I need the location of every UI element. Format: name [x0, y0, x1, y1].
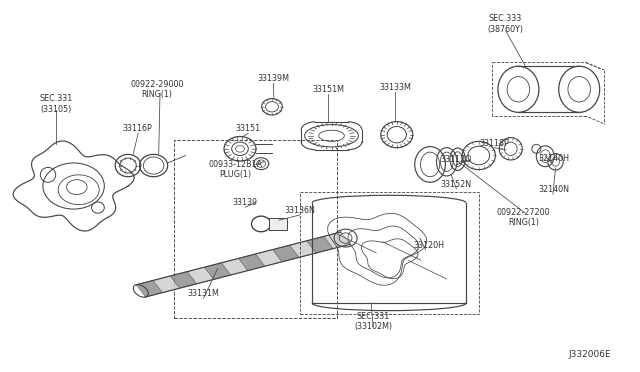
- Text: 33139M: 33139M: [257, 74, 289, 83]
- Text: SEC.331
(33102M): SEC.331 (33102M): [354, 312, 392, 331]
- Text: 33112O: 33112O: [440, 155, 472, 164]
- Text: 33118P: 33118P: [479, 139, 509, 148]
- Polygon shape: [273, 245, 299, 262]
- Polygon shape: [221, 259, 248, 275]
- Bar: [300, 192, 479, 314]
- Polygon shape: [290, 241, 316, 257]
- Text: 33152N: 33152N: [441, 180, 472, 189]
- Text: 00933-12B1A
PLUG(1): 00933-12B1A PLUG(1): [209, 160, 262, 179]
- Bar: [174, 140, 337, 318]
- Polygon shape: [136, 280, 163, 297]
- Text: 33136N: 33136N: [284, 206, 315, 215]
- Polygon shape: [239, 254, 265, 270]
- Text: 00922-29000
RING(1): 00922-29000 RING(1): [130, 80, 184, 99]
- Text: 33131M: 33131M: [188, 289, 220, 298]
- Text: 32140N: 32140N: [538, 185, 569, 194]
- Polygon shape: [153, 276, 180, 293]
- Bar: [269, 218, 287, 230]
- Text: J332006E: J332006E: [568, 350, 611, 359]
- Polygon shape: [324, 232, 350, 248]
- Polygon shape: [255, 250, 282, 266]
- Text: 33120H: 33120H: [413, 241, 444, 250]
- Polygon shape: [188, 267, 214, 284]
- Text: 33151M: 33151M: [312, 85, 344, 94]
- Polygon shape: [307, 236, 333, 253]
- Text: 33116P: 33116P: [123, 124, 152, 133]
- Text: SEC.333
(38760Y): SEC.333 (38760Y): [488, 15, 524, 34]
- Text: 33133M: 33133M: [379, 83, 411, 92]
- Text: 32140H: 32140H: [538, 154, 569, 163]
- Text: SEC.331
(33105): SEC.331 (33105): [40, 94, 73, 114]
- Polygon shape: [170, 272, 196, 288]
- Text: 33139: 33139: [232, 198, 258, 207]
- Text: 33151: 33151: [236, 124, 261, 133]
- Text: 00922-27200
RING(1): 00922-27200 RING(1): [497, 208, 550, 227]
- Polygon shape: [204, 263, 231, 279]
